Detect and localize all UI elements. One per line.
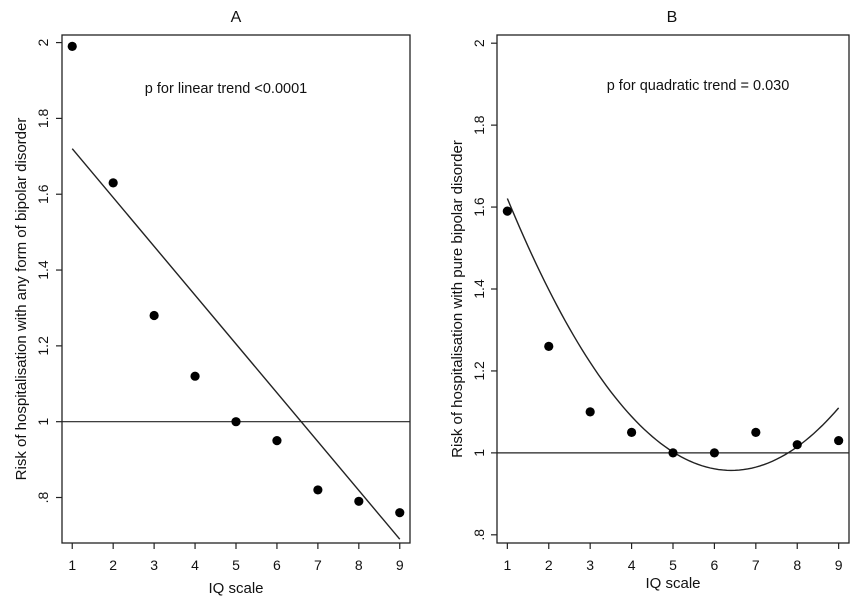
- x-tick-label: 9: [396, 557, 404, 573]
- data-point: [149, 310, 159, 321]
- y-tick-label: 2: [471, 39, 487, 47]
- y-axis-label: Risk of hospitalisation with pure bipola…: [449, 140, 466, 458]
- y-tick-label: 1.6: [35, 184, 51, 204]
- trend-annotation: p for linear trend <0.0001: [145, 81, 307, 97]
- x-tick-label: 6: [711, 557, 719, 573]
- y-tick-label: 1: [471, 449, 487, 457]
- plot-frame: [496, 34, 850, 544]
- x-tick-label: 2: [545, 557, 553, 573]
- x-tick-label: 8: [355, 557, 363, 573]
- y-tick-label: .8: [471, 529, 487, 541]
- data-point: [231, 417, 241, 427]
- x-tick-label: 7: [752, 557, 760, 573]
- data-point: [668, 448, 678, 458]
- data-point: [108, 178, 118, 188]
- x-tick-label: 3: [150, 557, 158, 573]
- panel-title: B: [667, 9, 678, 26]
- y-tick-label: 2: [35, 38, 51, 46]
- panel-title: A: [231, 9, 242, 26]
- x-tick-label: 2: [109, 557, 117, 573]
- data-point: [354, 496, 364, 506]
- x-tick-label: 6: [273, 557, 281, 573]
- x-tick-label: 7: [314, 557, 322, 573]
- y-tick-label: .8: [35, 491, 51, 503]
- x-tick-label: 9: [835, 557, 843, 573]
- data-point: [834, 435, 844, 446]
- data-point: [313, 485, 323, 495]
- data-point: [709, 448, 720, 458]
- data-point: [585, 407, 595, 417]
- data-point: [751, 427, 761, 437]
- x-tick-label: 1: [503, 557, 511, 573]
- trend-annotation: p for quadratic trend = 0.030: [607, 78, 790, 94]
- x-axis-label: IQ scale: [208, 580, 263, 597]
- data-point: [544, 341, 554, 351]
- x-tick-label: 1: [68, 557, 76, 573]
- data-point: [272, 436, 282, 446]
- data-point: [792, 440, 802, 450]
- data-point: [626, 427, 637, 437]
- y-tick-label: 1.8: [35, 108, 51, 128]
- linear-fit-line: [71, 148, 401, 540]
- x-tick-label: 4: [628, 557, 636, 573]
- data-point: [190, 371, 200, 381]
- x-tick-label: 4: [191, 557, 199, 573]
- data-point: [502, 206, 512, 216]
- y-tick-label: 1.2: [471, 361, 487, 381]
- data-point: [395, 508, 405, 518]
- y-tick-label: 1: [35, 418, 51, 426]
- plot-frame: [61, 34, 411, 544]
- y-axis-label: Risk of hospitalisation with any form of…: [13, 118, 30, 481]
- x-tick-label: 8: [793, 557, 801, 573]
- y-tick-label: 1.4: [471, 279, 487, 299]
- x-tick-label: 5: [669, 557, 677, 573]
- x-axis-label: IQ scale: [645, 575, 700, 592]
- chart-panel-b: Bp for quadratic trend = 0.030 1 2 3 4 5 6 7 8 9 I…: [449, 9, 850, 592]
- chart-panel-a: Ap for linear trend <0.0001 1 2 3 4 5 6 7 8 9 IQ s…: [13, 9, 411, 597]
- x-tick-label: 5: [232, 557, 240, 573]
- x-tick-label: 3: [586, 557, 594, 573]
- data-point: [67, 41, 77, 51]
- quadratic-fit-curve: [506, 198, 840, 472]
- y-tick-label: 1.2: [35, 336, 51, 356]
- y-tick-label: 1.4: [35, 260, 51, 280]
- y-tick-label: 1.8: [471, 115, 487, 135]
- y-tick-label: 1.6: [471, 197, 487, 217]
